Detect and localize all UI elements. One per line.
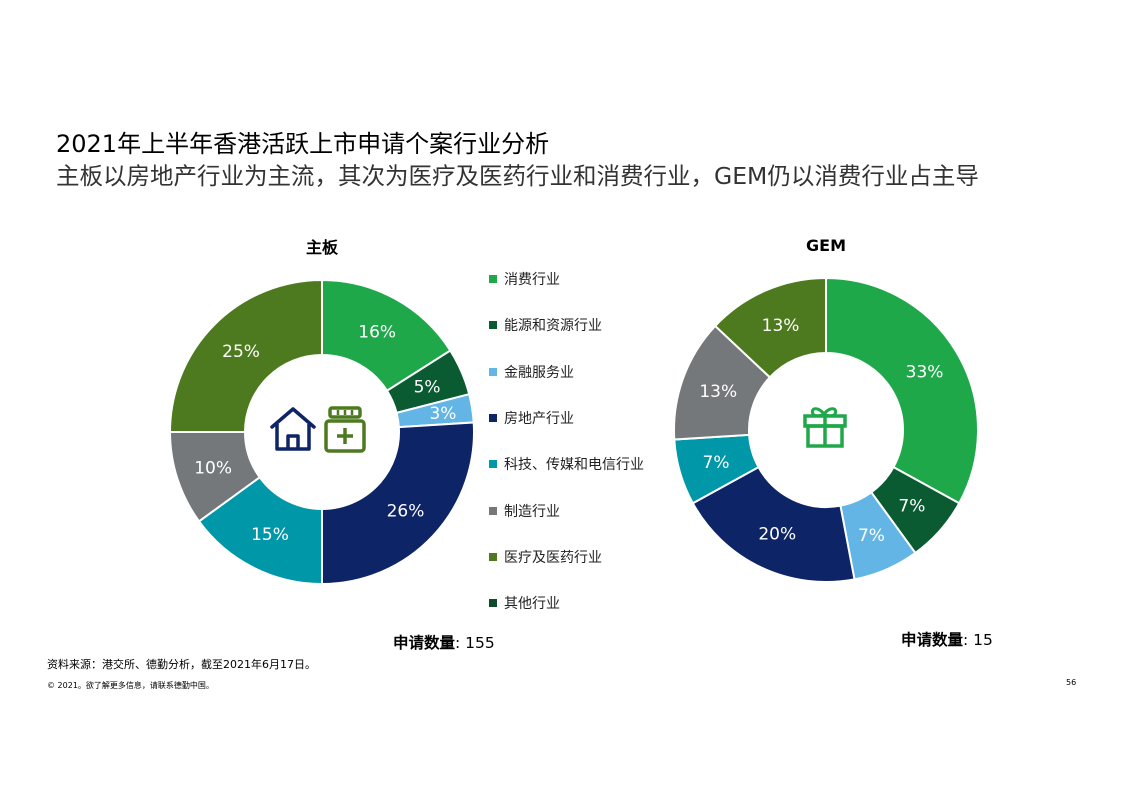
medicine-box-icon xyxy=(324,406,366,453)
donut-chart-gem: 33% 7% 7% 20% 7% 13% 13% xyxy=(673,276,979,583)
count-value: : 15 xyxy=(963,631,993,649)
copyright-note: © 2021。欲了解更多信息，请联系德勤中国。 xyxy=(47,681,214,690)
legend-label: 制造行业 xyxy=(504,503,560,520)
data-label: 33% xyxy=(906,363,944,383)
data-label: 15% xyxy=(251,525,289,545)
legend-item: 消费行业 xyxy=(489,256,644,302)
data-label: 13% xyxy=(699,382,737,402)
data-label: 7% xyxy=(703,453,730,473)
legend-swatch xyxy=(489,506,497,515)
count-label: 申请数量 xyxy=(393,634,456,652)
legend-item: 金融服务业 xyxy=(489,349,644,395)
data-label: 13% xyxy=(762,316,800,336)
count-label: 申请数量 xyxy=(901,631,964,649)
legend-label: 金融服务业 xyxy=(504,364,574,381)
legend-swatch xyxy=(489,599,497,608)
legend-label: 科技、传媒和电信行业 xyxy=(504,457,644,474)
gem-application-count: 申请数量: 15 xyxy=(901,628,993,650)
legend-label: 消费行业 xyxy=(504,272,560,289)
legend-item: 制造行业 xyxy=(489,487,644,533)
legend-label: 医疗及医药行业 xyxy=(504,549,602,566)
legend-label: 能源和资源行业 xyxy=(504,318,602,335)
legend-swatch xyxy=(489,367,497,376)
data-label: 7% xyxy=(898,497,925,517)
legend-item: 科技、传媒和电信行业 xyxy=(489,441,644,487)
legend-swatch xyxy=(489,552,497,561)
data-label: 5% xyxy=(414,378,441,398)
donut-slice xyxy=(713,276,827,379)
legend-swatch xyxy=(489,321,497,330)
legend-item: 其他行业 xyxy=(489,580,644,626)
page-title: 2021年上半年香港活跃上市申请个案行业分析 xyxy=(56,130,550,158)
donut-slice xyxy=(168,278,323,433)
legend-item: 医疗及医药行业 xyxy=(489,534,644,580)
legend-swatch xyxy=(489,460,497,469)
count-value: : 155 xyxy=(455,634,495,652)
chart-title-gem: GEM xyxy=(806,236,846,255)
gift-icon xyxy=(803,407,847,448)
data-label: 16% xyxy=(358,323,396,343)
chart-legend: 消费行业 能源和资源行业 金融服务业 房地产行业 科技、传媒和电信行业 制造行业… xyxy=(489,256,644,626)
data-label: 20% xyxy=(758,525,796,545)
legend-swatch xyxy=(489,414,497,423)
donut-slice xyxy=(825,276,979,505)
donut-slice xyxy=(691,465,856,583)
page-number: 56 xyxy=(1066,678,1077,687)
legend-label: 其他行业 xyxy=(504,596,560,613)
donut-chart-main-board: 16% 5% 3% 26% 15% 10% 25% xyxy=(168,278,475,586)
house-icon xyxy=(270,407,316,451)
main-board-application-count: 申请数量: 155 xyxy=(393,631,495,653)
data-label: 7% xyxy=(858,526,885,546)
legend-label: 房地产行业 xyxy=(504,411,574,428)
data-label: 26% xyxy=(387,501,425,521)
data-label: 10% xyxy=(194,458,232,478)
source-note: 资料来源：港交所、德勤分析，截至2021年6月17日。 xyxy=(47,658,316,671)
data-label: 25% xyxy=(222,342,260,362)
page-subtitle: 主板以房地产行业为主流，其次为医疗及医药行业和消费行业，GEM仍以消费行业占主导 xyxy=(56,162,979,190)
legend-item: 能源和资源行业 xyxy=(489,302,644,348)
data-label: 3% xyxy=(429,404,456,424)
chart-title-main-board: 主板 xyxy=(305,238,338,257)
donut-slice xyxy=(321,421,475,586)
legend-swatch xyxy=(489,275,497,284)
legend-item: 房地产行业 xyxy=(489,395,644,441)
